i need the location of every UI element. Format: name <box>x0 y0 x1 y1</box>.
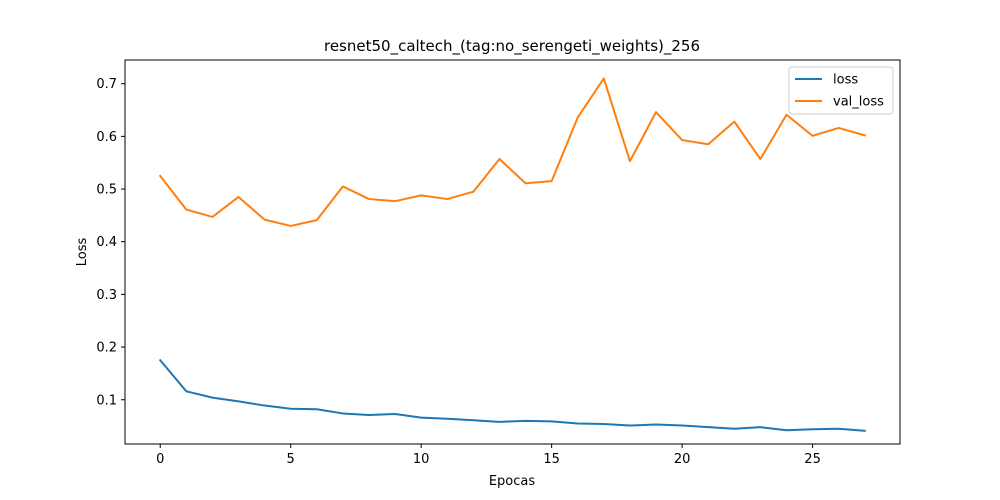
y-axis: 0.1 0.2 0.3 0.4 0.5 0.6 0.7 <box>96 77 125 408</box>
x-tick-label: 5 <box>287 452 295 467</box>
legend-label-val-loss: val_loss <box>833 95 884 110</box>
x-tick-label: 10 <box>413 452 430 467</box>
x-tick-label: 0 <box>156 452 164 467</box>
y-tick-label: 0.7 <box>96 77 117 92</box>
legend: loss val_loss <box>788 66 894 115</box>
series-line-loss <box>158 358 866 432</box>
legend-label-loss: loss <box>833 73 858 88</box>
axes-frame <box>124 59 901 445</box>
y-tick-label: 0.6 <box>96 130 117 145</box>
x-axis: 0 5 10 15 20 25 <box>156 444 821 467</box>
y-tick-label: 0.2 <box>96 341 117 356</box>
chart-title: resnet50_caltech_(tag:no_serengeti_weigh… <box>324 37 700 56</box>
y-axis-label: Loss <box>75 238 90 267</box>
x-tick-label: 15 <box>543 452 560 467</box>
y-tick-label: 0.4 <box>96 235 117 250</box>
y-tick-label: 0.3 <box>96 288 117 303</box>
series-layer <box>158 77 867 432</box>
series-line-val-loss <box>158 77 867 227</box>
x-tick-label: 20 <box>674 452 691 467</box>
y-tick-label: 0.5 <box>96 183 117 198</box>
y-tick-label: 0.1 <box>96 393 117 408</box>
x-axis-label: Epocas <box>489 474 536 489</box>
x-tick-label: 25 <box>804 452 821 467</box>
